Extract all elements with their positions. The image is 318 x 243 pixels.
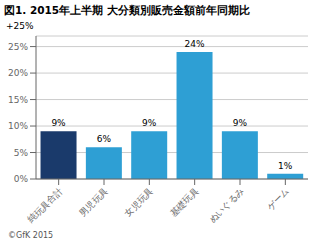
svg-text:1%: 1%	[278, 161, 293, 171]
svg-text:15%: 15%	[8, 95, 28, 105]
svg-text:基礎玩具: 基礎玩具	[168, 186, 201, 219]
svg-text:5%: 5%	[14, 148, 29, 158]
html-text:+25%: +25%	[6, 21, 34, 31]
svg-text:男児玩具: 男児玩具	[77, 186, 110, 219]
svg-text:女児玩具: 女児玩具	[123, 186, 156, 219]
svg-text:ゲーム: ゲーム	[265, 186, 291, 212]
svg-text:純玩具合計: 純玩具合計	[26, 186, 65, 225]
svg-text:24%: 24%	[185, 39, 205, 49]
svg-text:9%: 9%	[142, 118, 157, 128]
html-text:図1. 2015年上半期 大分類別販売金額前年同期比: 図1. 2015年上半期 大分類別販売金額前年同期比	[4, 4, 250, 16]
svg-text:10%: 10%	[8, 121, 28, 131]
svg-text:9%: 9%	[51, 118, 66, 128]
svg-text:ぬいぐるみ: ぬいぐるみ	[207, 186, 246, 225]
svg-text:9%: 9%	[233, 118, 248, 128]
svg-text:20%: 20%	[8, 68, 28, 78]
svg-text:6%: 6%	[97, 134, 112, 144]
svg-text:0%: 0%	[14, 174, 29, 184]
svg-text:25%: 25%	[8, 42, 28, 52]
html-text:©GfK 2015: ©GfK 2015	[8, 231, 54, 240]
